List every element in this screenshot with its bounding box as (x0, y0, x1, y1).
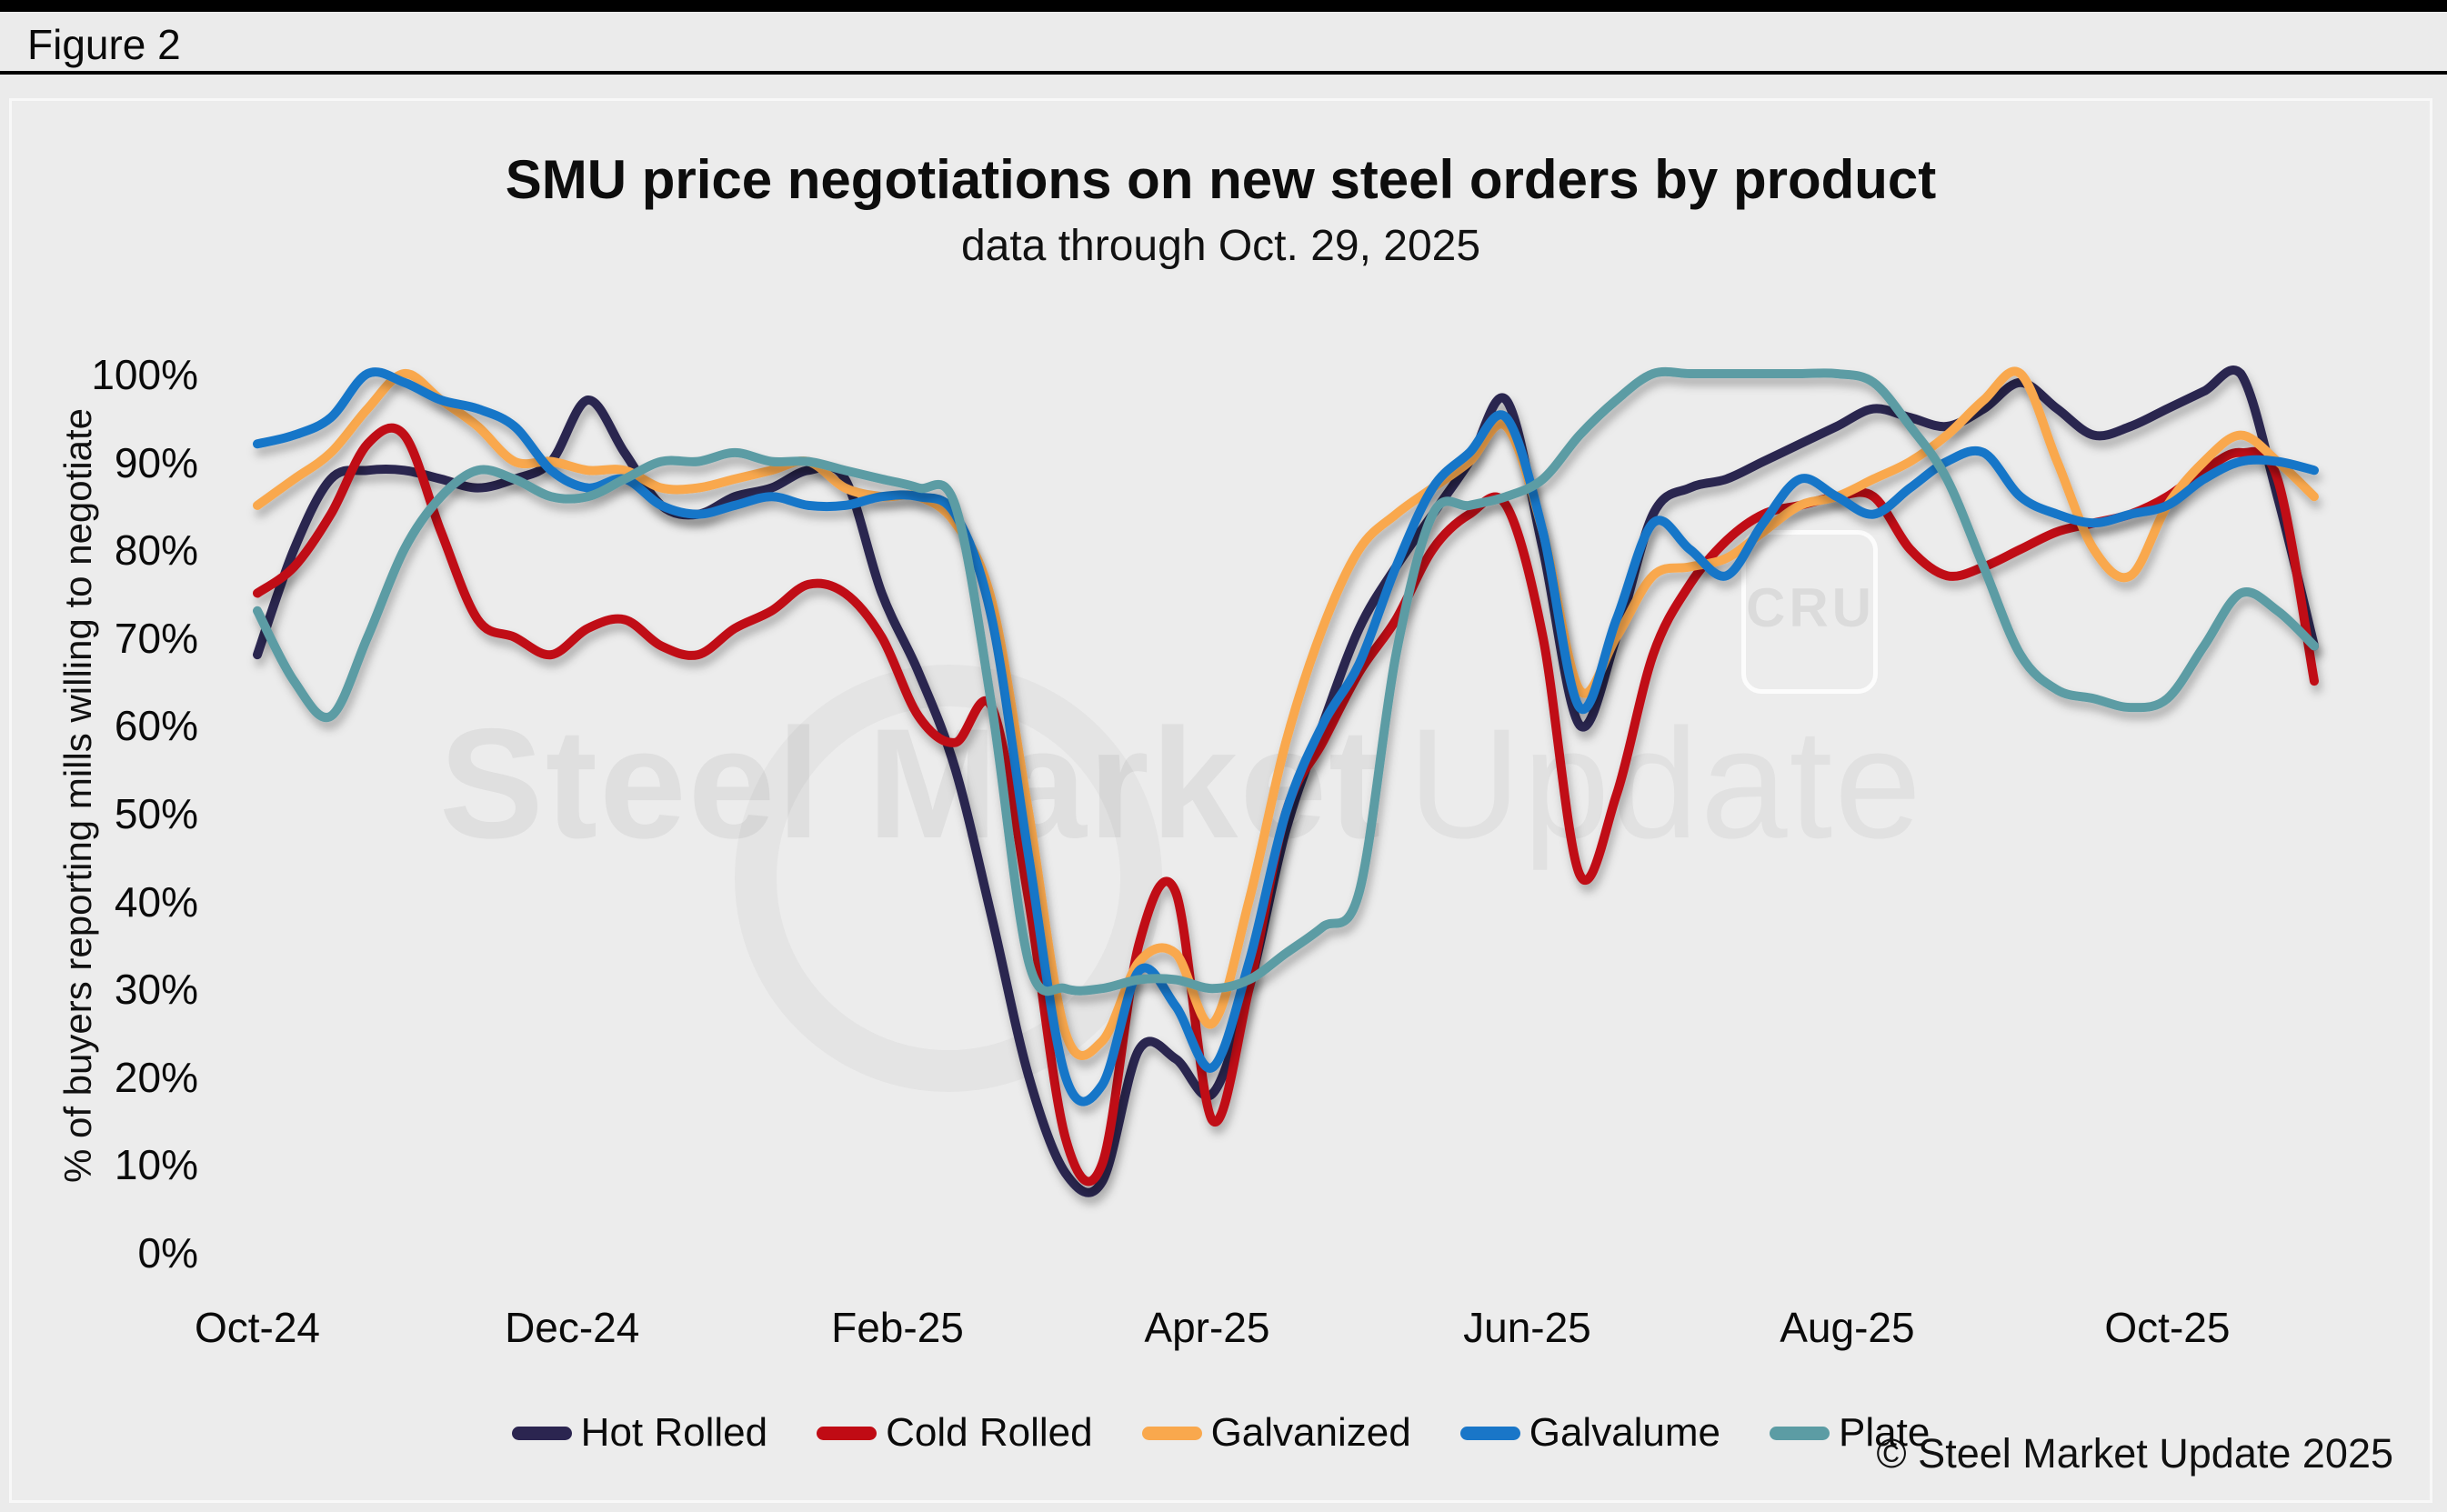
x-tick-label: Aug-25 (1780, 1304, 1915, 1351)
x-tick-label: Oct-25 (2104, 1304, 2231, 1351)
chart-title: SMU price negotiations on new steel orde… (505, 149, 1937, 210)
legend-swatch-icon (1770, 1426, 1830, 1440)
header-divider (0, 71, 2447, 75)
legend-item-galvanized: Galvanized (1141, 1410, 1411, 1456)
series-line-galvanized (253, 366, 2319, 1060)
series-line-galvalume (253, 367, 2319, 1106)
legend-swatch-icon (511, 1426, 572, 1440)
y-tick-label: 30% (114, 966, 198, 1014)
x-tick-label: Apr-25 (1144, 1304, 1270, 1351)
legend-label: Galvanized (1210, 1410, 1411, 1455)
y-tick-label: 0% (137, 1229, 198, 1277)
chart-legend: Hot Rolled Cold Rolled Galvanized Galvalume… (12, 1410, 2430, 1456)
y-tick-label: 50% (114, 790, 198, 837)
chart-panel: SMU price negotiations on new steel orde… (9, 98, 2432, 1503)
y-tick-label: 80% (114, 526, 198, 575)
x-tick-label: Jun-25 (1463, 1304, 1591, 1351)
y-tick-label: 10% (114, 1141, 198, 1189)
legend-swatch-icon (1141, 1426, 1202, 1440)
y-tick-label: 60% (114, 702, 198, 750)
y-tick-label: 20% (114, 1053, 198, 1101)
legend-label: Plate (1839, 1410, 1931, 1455)
y-tick-label: 40% (114, 877, 198, 926)
legend-item-plate: Plate (1770, 1410, 1930, 1456)
chart-subtitle: data through Oct. 29, 2025 (960, 222, 1481, 270)
y-tick-label: 70% (114, 614, 198, 662)
copyright-note: © Steel Market Update 2025 (1876, 1430, 2393, 1477)
x-tick-label: Dec-24 (505, 1304, 640, 1351)
legend-label: Galvalume (1529, 1410, 1721, 1455)
legend-item-galvalume: Galvalume (1459, 1410, 1721, 1456)
legend-item-cold-rolled: Cold Rolled (817, 1410, 1093, 1456)
legend-label: Hot Rolled (580, 1410, 768, 1455)
top-border-bar (0, 0, 2447, 12)
y-tick-label: 90% (114, 438, 198, 486)
y-tick-label: 100% (91, 351, 198, 398)
series-line-plate (253, 366, 2319, 996)
legend-swatch-icon (1459, 1426, 1520, 1440)
series-line-hot-rolled (253, 365, 2319, 1197)
line-chart-plot (253, 365, 2319, 1197)
legend-item-hot-rolled: Hot Rolled (511, 1410, 768, 1456)
x-tick-label: Oct-24 (194, 1304, 321, 1351)
legend-swatch-icon (817, 1426, 878, 1440)
x-tick-label: Feb-25 (831, 1304, 964, 1351)
figure-label: Figure 2 (27, 21, 181, 68)
legend-label: Cold Rolled (886, 1410, 1093, 1455)
